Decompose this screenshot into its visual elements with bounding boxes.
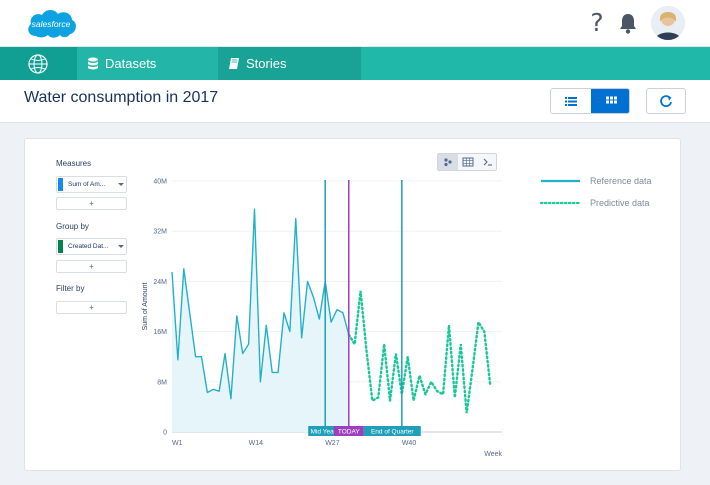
global-header: salesforce ? [0,0,710,47]
filter-by-label: Filter by [56,284,85,293]
measure-swatch [58,178,63,191]
salesforce-cloud-logo[interactable]: salesforce [24,6,78,42]
help-icon[interactable]: ? [590,8,604,37]
chart-mode-icon [444,158,452,167]
chevron-down-icon [118,245,124,248]
x-tick-label: W1 [172,440,183,447]
marker-label: End of Quarter [371,429,414,436]
group-by-pill[interactable]: Created Dat... [56,238,127,255]
add-filter-button[interactable]: + [56,301,127,314]
predictive-series-line [347,290,492,414]
grid-view-icon [606,96,617,104]
tab-datasets-label: Datasets [105,56,157,71]
grid-view-button[interactable] [591,89,629,113]
y-tick-label: 0 [163,430,167,437]
legend-label: Predictive data [590,198,650,208]
y-tick-label: 8M [157,379,167,386]
y-tick-label: 32M [153,229,167,236]
add-group-button[interactable]: + [56,260,127,273]
x-tick-label: W27 [325,440,340,447]
chart-tools [437,153,497,171]
add-measure-button[interactable]: + [56,197,127,210]
x-tick-label: W14 [249,440,264,447]
y-tick-label: 16M [153,329,167,336]
legend-label: Reference data [590,176,652,186]
group-pill-text: Created Dat... [68,243,109,250]
query-mode-button[interactable] [478,154,498,170]
terminal-icon [483,158,492,166]
group-swatch [58,240,63,253]
marker-label: Mid Year [311,429,337,436]
chart-mode-button[interactable] [438,154,458,170]
tab-stories[interactable]: Stories [218,47,361,80]
database-icon [88,57,98,70]
x-axis-title: Week [484,451,502,458]
y-tick-label: 24M [153,279,167,286]
marker-label-box [363,426,421,436]
logo-text: salesforce [32,19,71,29]
chevron-down-icon [118,183,124,186]
list-view-icon [565,97,577,106]
x-tick-label: W40 [402,440,417,447]
y-tick-label: 40M [153,179,167,186]
group-by-label: Group by [56,222,89,231]
app-nav-bar: Datasets Stories [0,47,710,80]
nav-home-button[interactable] [0,47,77,80]
view-toggle [550,88,630,114]
table-mode-button[interactable] [458,154,478,170]
tab-stories-label: Stories [246,56,287,71]
marker-label: TODAY [338,429,360,436]
bell-icon[interactable] [617,12,639,34]
avatar[interactable] [651,6,685,40]
list-view-button[interactable] [551,89,591,113]
refresh-icon [660,95,672,107]
page-title: Water consumption in 2017 [24,89,219,106]
marker-label-box [308,426,339,436]
reference-area [172,209,349,432]
line-chart: 0 8M 16M 24M 32M 40M W1 W14 W27 W40 Week Sum of Amo… [142,176,652,458]
measure-pill[interactable]: Sum of Am... [56,176,127,193]
reference-series-line [171,208,350,400]
marker-label-box [333,426,364,436]
measure-pill-text: Sum of Am... [68,181,106,188]
chart-card: Measures Sum of Am... + Group by Created… [24,138,681,471]
globe-icon [28,54,48,74]
refresh-button[interactable] [646,88,686,114]
y-axis-title: Sum of Amount [142,283,149,331]
page-header: Water consumption in 2017 [0,80,710,123]
table-icon [462,157,474,167]
measures-label: Measures [56,159,92,168]
book-icon [229,58,239,69]
tab-datasets[interactable]: Datasets [77,47,218,80]
